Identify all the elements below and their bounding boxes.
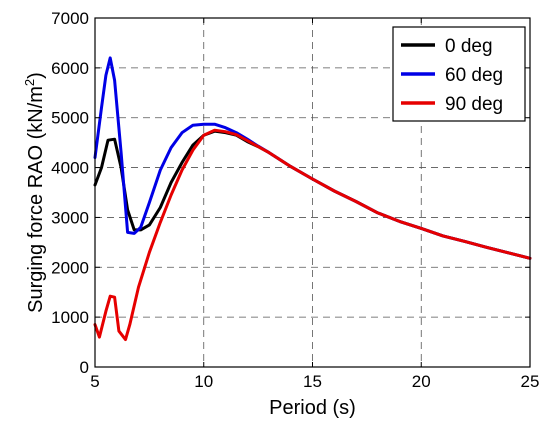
y-axis-title: Surging force RAO (kN/m2) bbox=[22, 72, 47, 313]
series-layer bbox=[93, 56, 532, 342]
x-axis-title: Period (s) bbox=[269, 397, 356, 419]
tick-layer: 5 10 15 20 25 0 1000 2000 3000 4000 5000 6000 7000 bbox=[51, 9, 539, 391]
x-tick-label: 10 bbox=[194, 372, 213, 391]
x-tick-label: 25 bbox=[521, 372, 540, 391]
series-line-2 bbox=[93, 128, 532, 342]
legend-label: 60 deg bbox=[445, 65, 503, 86]
y-tick-label: 6000 bbox=[51, 59, 89, 78]
y-axis-title-superscript: 2 bbox=[22, 79, 37, 86]
y-tick-label: 0 bbox=[80, 358, 89, 377]
y-tick-label: 7000 bbox=[51, 9, 89, 28]
legend: 0 deg 60 deg 90 deg bbox=[392, 26, 526, 122]
legend-label: 90 deg bbox=[445, 94, 503, 115]
y-tick-label: 4000 bbox=[51, 159, 89, 178]
y-tick-label: 3000 bbox=[51, 208, 89, 227]
y-tick-label: 2000 bbox=[51, 258, 89, 277]
x-tick-label: 20 bbox=[412, 372, 431, 391]
y-axis-title-close: ) bbox=[25, 72, 47, 79]
y-tick-label: 1000 bbox=[51, 308, 89, 327]
y-axis-title-main: Surging force RAO (kN/m bbox=[25, 86, 47, 313]
x-tick-label: 5 bbox=[90, 372, 99, 391]
x-tick-label: 15 bbox=[303, 372, 322, 391]
y-tick-label: 5000 bbox=[51, 109, 89, 128]
legend-label: 0 deg bbox=[445, 36, 493, 57]
